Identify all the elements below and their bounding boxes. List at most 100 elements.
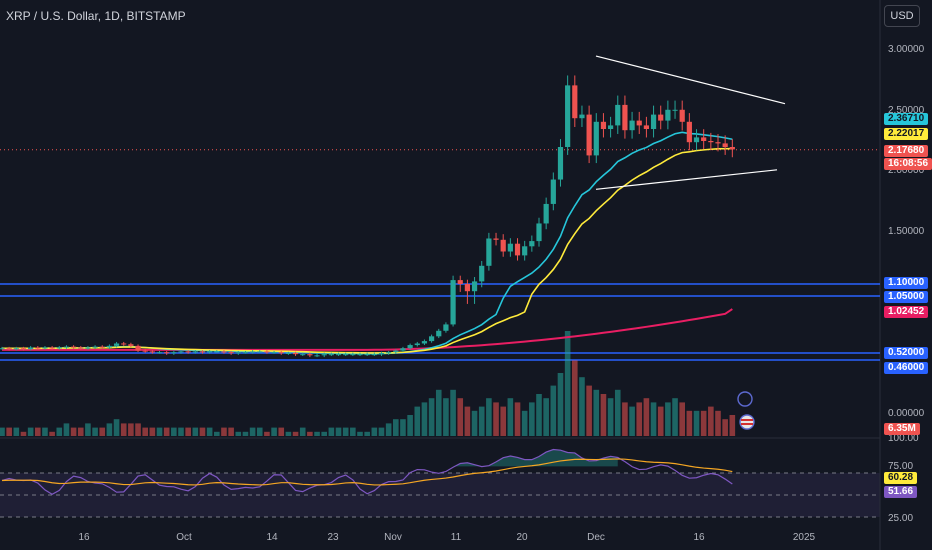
candle-body <box>278 352 284 354</box>
candle-body <box>321 354 327 356</box>
volume-bar <box>486 398 492 436</box>
price-badge: 2.22017 <box>884 128 929 140</box>
price-badge: 1.05000 <box>884 291 929 303</box>
rsi-axis-tick: 75.00 <box>888 461 914 472</box>
candle-body <box>479 265 485 282</box>
volume-bar <box>421 402 428 436</box>
candle-body <box>85 347 91 349</box>
candle-body <box>92 346 98 348</box>
volume-bar <box>493 402 499 436</box>
candle-body <box>543 203 549 224</box>
volume-bar <box>471 410 478 436</box>
candle-body <box>350 354 356 356</box>
volume-bar <box>708 406 714 436</box>
volume-bar <box>464 406 471 436</box>
volume-bar <box>400 419 406 436</box>
volume-bar <box>106 423 113 436</box>
candle-body <box>207 351 213 353</box>
candle-body <box>407 345 413 349</box>
candle-body <box>708 141 714 143</box>
candle-body <box>414 343 420 346</box>
candle-body <box>49 347 55 349</box>
volume-bar <box>450 389 456 436</box>
rsi-panel-bg <box>0 440 880 540</box>
rsi-ma-line <box>1 458 733 486</box>
candle-body <box>271 352 277 354</box>
volume-bar <box>629 406 635 436</box>
candle-body <box>178 351 184 353</box>
volume-bar <box>56 427 63 436</box>
flag-stripe <box>741 419 753 421</box>
volume-bar <box>478 406 485 436</box>
volume-bar <box>643 398 650 436</box>
candle-body <box>71 346 77 348</box>
volume-bar <box>650 402 657 436</box>
volume-bar <box>428 398 435 436</box>
volume-bar <box>357 431 363 436</box>
volume-bar <box>443 398 449 436</box>
volume-bar <box>307 431 313 436</box>
flag-icon <box>739 414 755 430</box>
rsi-badge: 60.28 <box>884 472 918 484</box>
volume-bar <box>199 427 206 436</box>
volume-bar <box>700 410 707 436</box>
volume-bar <box>557 373 564 436</box>
price-badge: 1.10000 <box>884 277 929 289</box>
price-badge: 0.46000 <box>884 362 929 374</box>
volume-bar <box>371 427 378 436</box>
volume-bar <box>572 360 578 436</box>
price-badge: 0.52000 <box>884 347 929 359</box>
rsi-line <box>1 448 733 495</box>
volume-bar <box>171 427 177 436</box>
rsi-axis-tick: 25.00 <box>888 513 914 524</box>
candle-body <box>729 147 735 150</box>
candle-body <box>250 351 256 353</box>
time-axis-tick: 16 <box>693 532 705 543</box>
volume-bar <box>715 410 721 436</box>
candle-body <box>142 350 148 352</box>
volume-bar <box>185 427 191 436</box>
chart-title: XRP / U.S. Dollar, 1D, BITSTAMP <box>6 9 186 23</box>
candle-body <box>214 351 220 353</box>
volume-bar <box>264 431 270 436</box>
candle-body <box>457 280 463 284</box>
candle-body <box>672 109 678 111</box>
candle-body <box>314 355 320 357</box>
time-axis-tick: 16 <box>78 532 90 543</box>
volume-bar <box>178 427 184 436</box>
candle-body <box>715 142 721 144</box>
volume-bar <box>27 427 34 436</box>
candle-body <box>149 351 155 353</box>
candle-body <box>608 125 614 129</box>
candle-body <box>565 85 571 147</box>
candle-body <box>343 354 349 356</box>
price-badge: 16:08:56 <box>884 158 932 170</box>
volume-bar <box>536 394 542 436</box>
volume-bar <box>85 423 91 436</box>
volume-bar <box>149 427 156 436</box>
volume-axis-tick: 0.00000 <box>888 408 925 419</box>
time-axis-tick: 11 <box>450 532 462 543</box>
candle-body <box>28 347 34 350</box>
volume-bar <box>521 410 528 436</box>
candle-body <box>42 347 48 349</box>
candle-body <box>13 348 19 350</box>
candle-body <box>156 352 163 354</box>
volume-bar <box>242 431 249 436</box>
volume-bar <box>385 423 392 436</box>
volume-bar <box>278 427 285 436</box>
volume-bar <box>622 402 628 436</box>
currency-button[interactable]: USD <box>884 5 920 27</box>
price-axis-tick: 2.50000 <box>888 105 925 116</box>
candle-body <box>486 238 492 266</box>
volume-bar <box>507 398 514 436</box>
volume-bar <box>586 385 592 436</box>
volume-bar <box>228 427 234 436</box>
candle-body <box>364 354 370 356</box>
candle-body <box>500 239 506 252</box>
candle-body <box>421 341 428 344</box>
volume-bar <box>42 427 48 436</box>
volume-bar <box>342 427 349 436</box>
volume-bar <box>77 427 84 436</box>
